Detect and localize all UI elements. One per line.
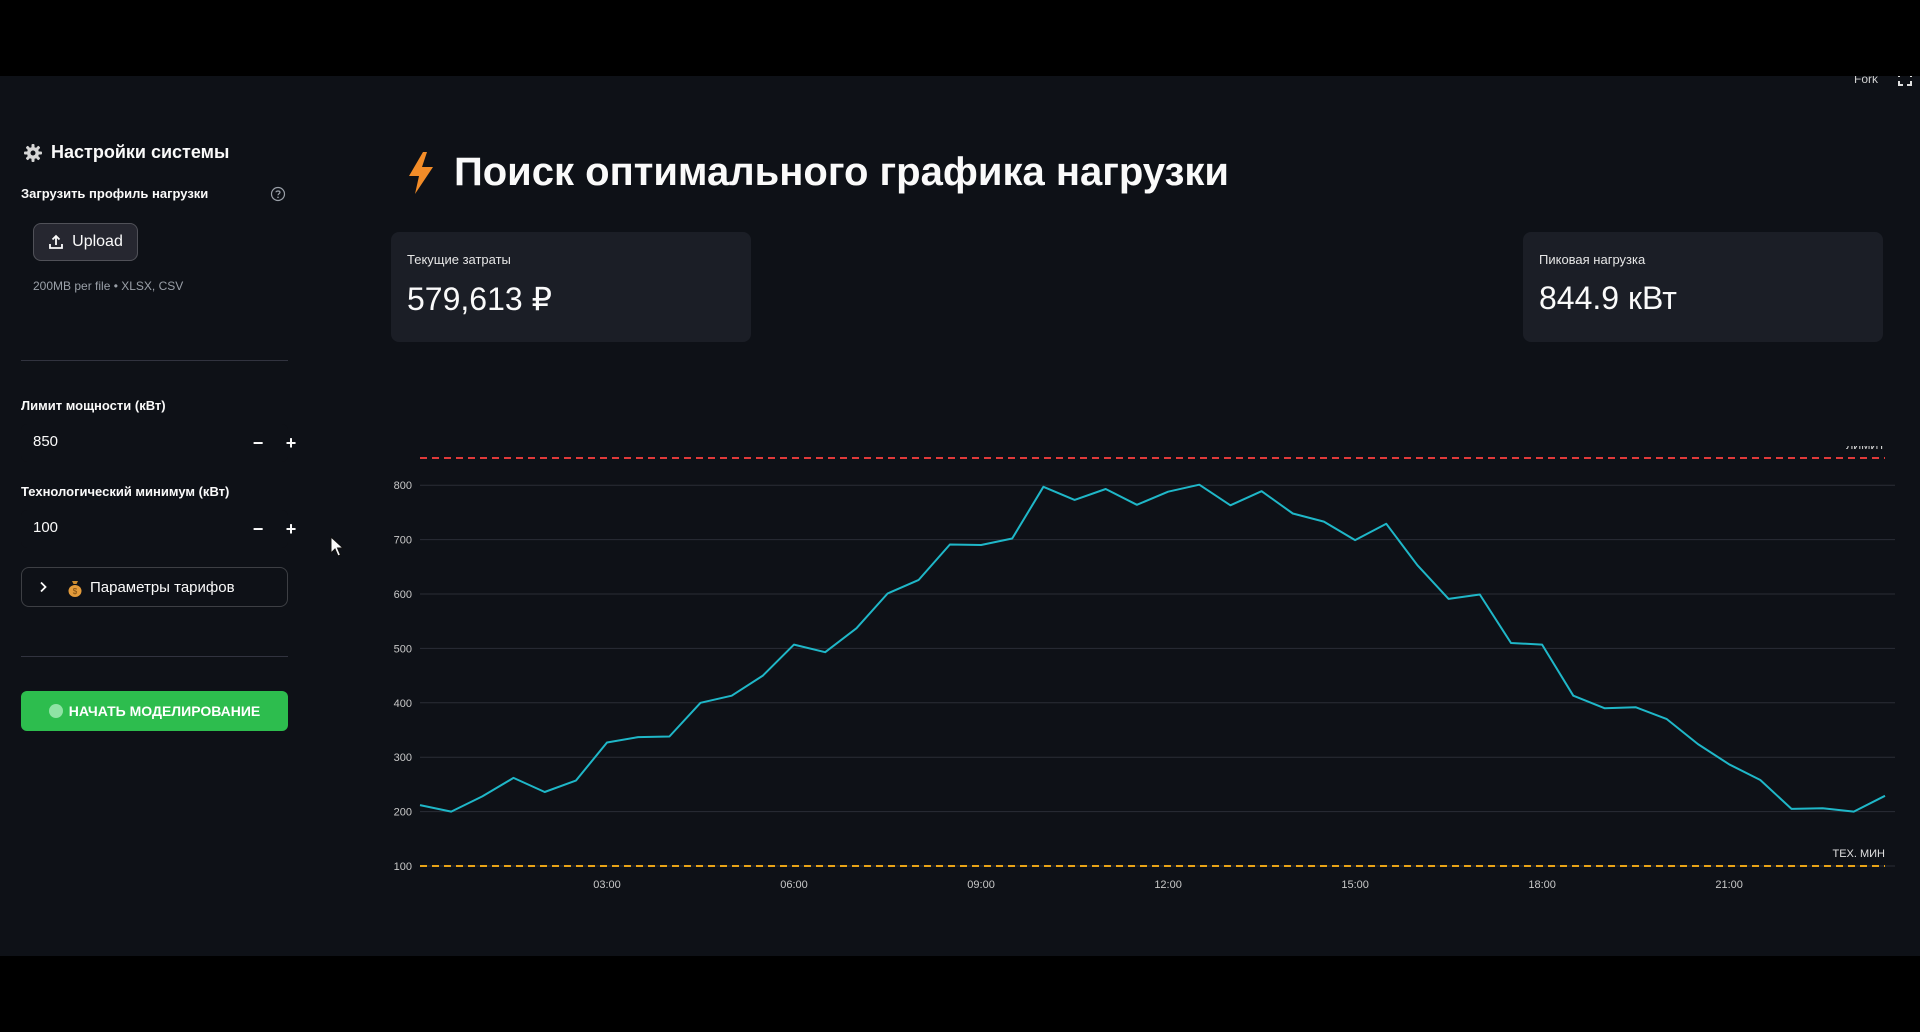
y-tick-label: 700 <box>394 535 412 547</box>
sidebar-divider <box>21 360 288 361</box>
y-tick-label: 500 <box>394 643 412 655</box>
help-icon[interactable] <box>270 186 286 202</box>
x-tick-label: 03:00 <box>593 879 621 891</box>
metric-label: Текущие затраты <box>407 252 511 267</box>
start-simulation-button[interactable]: НАЧАТЬ МОДЕЛИРОВАНИЕ <box>21 691 288 731</box>
tech-min-label: Технологический минимум (кВт) <box>21 484 230 499</box>
power-limit-input[interactable]: 850 − + <box>21 424 296 462</box>
money-bag-icon: $ <box>68 581 82 597</box>
load-chart-svg: 100 200 300 400 500 600 700 800 03:00 06:00 09:00 1… <box>394 446 1895 891</box>
tech-min-increment-button[interactable]: + <box>285 519 297 539</box>
sidebar-title: Настройки системы <box>23 142 229 163</box>
power-limit-label: Лимит мощности (кВт) <box>21 398 166 413</box>
sidebar-title-text: Настройки системы <box>51 142 230 162</box>
svg-text:$: $ <box>73 587 78 596</box>
metric-card-peak-load: Пиковая нагрузка 844.9 кВт <box>1523 232 1883 342</box>
load-series-line <box>419 483 1886 813</box>
metric-value: 844.9 кВт <box>1539 280 1677 316</box>
upload-note: 200MB per file • XLSX, CSV <box>33 279 184 293</box>
tech-min-decrement-button[interactable]: − <box>252 519 264 539</box>
power-limit-increment-button[interactable]: + <box>285 433 297 453</box>
y-tick-label: 200 <box>394 807 412 819</box>
x-tick-label: 09:00 <box>967 879 995 891</box>
page-title-text: Поиск оптимального графика нагрузки <box>454 150 1229 194</box>
limit-reference-label: ЛИМИТ <box>1846 446 1885 452</box>
bolt-icon <box>409 151 433 194</box>
start-simulation-button-label: НАЧАТЬ МОДЕЛИРОВАНИЕ <box>68 703 261 719</box>
metric-label: Пиковая нагрузка <box>1539 252 1646 267</box>
fork-link[interactable]: Fork <box>1854 76 1878 86</box>
y-tick-label: 600 <box>394 589 412 601</box>
tech-min-reference-label: ТЕХ. МИН <box>1832 848 1885 860</box>
fullscreen-icon[interactable] <box>1896 76 1914 88</box>
x-tick-label: 15:00 <box>1341 879 1369 891</box>
power-limit-value[interactable]: 850 <box>33 433 59 450</box>
x-tick-label: 21:00 <box>1715 879 1743 891</box>
y-tick-label: 800 <box>394 480 412 492</box>
tech-min-value[interactable]: 100 <box>33 519 59 536</box>
x-tick-label: 06:00 <box>780 879 808 891</box>
app-window: Fork Настройки системы <box>0 76 1920 956</box>
load-chart: 100 200 300 400 500 600 700 800 03:00 06:00 09:00 1… <box>380 446 1900 896</box>
tariffs-expander-label: Параметры тарифов <box>90 579 235 596</box>
status-dot-icon <box>48 704 63 718</box>
power-limit-decrement-button[interactable]: − <box>252 433 264 453</box>
metric-value: 579,613 ₽ <box>407 281 552 317</box>
metric-card-current-costs: Текущие затраты 579,613 ₽ <box>391 232 751 342</box>
upload-icon <box>49 234 64 249</box>
x-tick-label: 18:00 <box>1528 879 1556 891</box>
tariffs-expander[interactable]: $ Параметры тарифов <box>21 567 288 607</box>
x-tick-label: 12:00 <box>1154 879 1182 891</box>
y-tick-label: 300 <box>394 752 412 764</box>
chevron-right-icon <box>40 581 47 593</box>
tech-min-input[interactable]: 100 − + <box>21 510 296 548</box>
sidebar: Настройки системы Загрузить профиль нагр… <box>0 76 312 956</box>
page-title: Поиск оптимального графика нагрузки <box>406 150 1229 195</box>
upload-button-label: Upload <box>72 233 123 250</box>
upload-button[interactable]: Upload <box>33 223 138 261</box>
sidebar-divider <box>21 656 288 657</box>
cursor-icon <box>330 536 344 557</box>
gear-icon <box>24 143 42 162</box>
y-tick-label: 100 <box>394 861 412 873</box>
upload-label: Загрузить профиль нагрузки <box>21 186 209 201</box>
y-tick-label: 400 <box>394 698 412 710</box>
